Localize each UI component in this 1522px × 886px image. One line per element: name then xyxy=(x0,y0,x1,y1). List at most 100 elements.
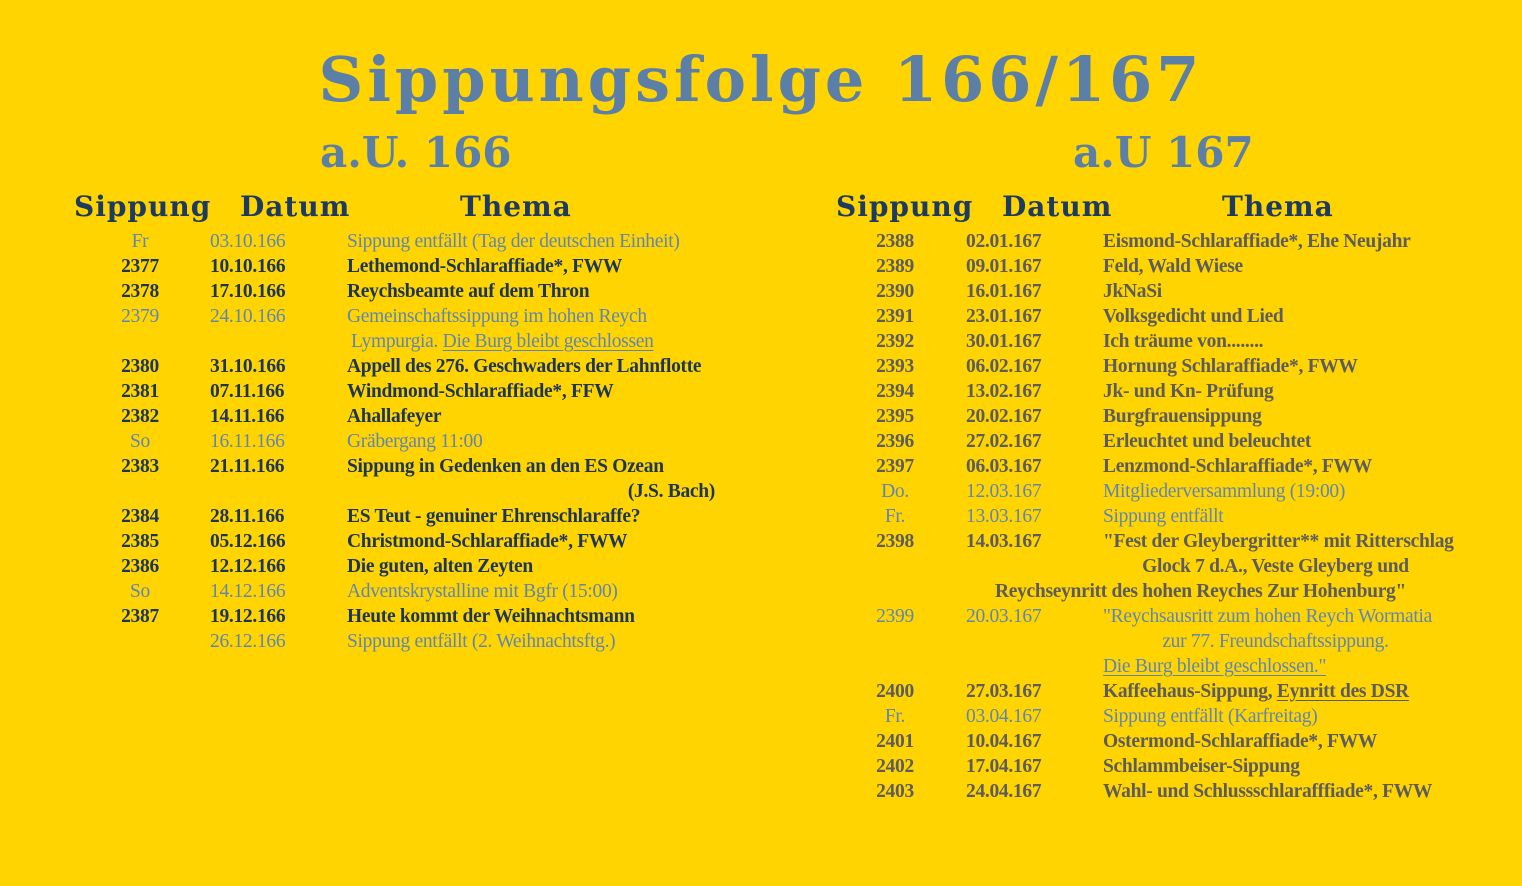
date: 14.03.167 xyxy=(966,531,1042,552)
schedule-row: Fr 03.10.166 Sippung entfällt (Tag der deu… xyxy=(0,229,1522,254)
schedule-row: Fr. 13.03.167 Sippung entfällt xyxy=(0,504,1522,529)
theme-link[interactable]: Die Burg bleibt geschlossen." xyxy=(1103,656,1327,677)
sippung-number: 2388 xyxy=(876,231,914,252)
theme: Ahallafeyer xyxy=(347,404,715,429)
date: 05.12.166 xyxy=(210,531,286,552)
date: 23.01.167 xyxy=(966,306,1042,327)
theme-link[interactable]: Die Burg bleibt geschlossen xyxy=(442,331,654,352)
year-heading: a.U. 166 xyxy=(320,128,512,177)
theme: Sippung in Gedenken an den ES Ozean xyxy=(347,454,715,479)
date: 14.11.166 xyxy=(210,406,285,427)
date: 03.04.167 xyxy=(966,706,1042,727)
sippung-number: 2378 xyxy=(121,281,159,302)
theme-text: JkNaSi xyxy=(1103,281,1162,302)
theme: Die Burg bleibt geschlossen." xyxy=(1103,654,1448,679)
theme: Volksgedicht und Lied xyxy=(1103,304,1448,329)
theme: Glock 7 d.A., Veste Gleyberg und xyxy=(1103,554,1448,579)
schedule-row: 2386 12.12.166 Die guten, alten Zeyten xyxy=(0,554,1522,579)
sippung-number: 2394 xyxy=(876,381,914,402)
date: 17.10.166 xyxy=(210,281,286,302)
theme-text: Hornung Schlaraffiade*, FWW xyxy=(1103,356,1358,377)
date: 06.02.167 xyxy=(966,356,1042,377)
theme-text: "Fest der Gleybergritter** mit Rittersch… xyxy=(1103,531,1454,552)
theme-text: Wahl- und Schlussschlarafffiade*, FWW xyxy=(1103,781,1433,802)
theme: Jk- und Kn- Prüfung xyxy=(1103,379,1448,404)
theme: Ich träume von........ xyxy=(1103,329,1448,354)
sippung-number: 2395 xyxy=(876,406,914,427)
theme: Windmond-Schlaraffiade*, FFW xyxy=(347,379,715,404)
theme: Kaffeehaus-Sippung, Eynritt des DSR xyxy=(1103,679,1448,704)
theme-text: Heute kommt der Weihnachtsmann xyxy=(347,606,635,627)
schedule-row: 2380 31.10.166 Appell des 276. Geschwaders… xyxy=(0,354,1522,379)
theme-link[interactable]: Eynritt des DSR xyxy=(1276,681,1409,702)
sippung-number: 2396 xyxy=(876,431,914,452)
page-title: Sippungsfolge 166/167 xyxy=(318,43,1204,116)
schedule-row: 2394 13.02.167 Jk- und Kn- Prüfung xyxy=(0,379,1522,404)
theme-text: Christmond-Schlaraffiade*, FWW xyxy=(347,531,628,552)
sippung-number: 2379 xyxy=(121,306,159,327)
theme-text: Gemeinschaftssippung im hohen Reych xyxy=(347,306,647,327)
header-sippung: Sippung xyxy=(74,190,212,223)
theme: Erleuchtet und beleuchtet xyxy=(1103,429,1448,454)
sippung-number: 2400 xyxy=(876,681,914,702)
schedule-row: Die Burg bleibt geschlossen." xyxy=(0,654,1522,679)
theme: Appell des 276. Geschwaders der Lahnflot… xyxy=(347,354,715,379)
date: 12.03.167 xyxy=(966,481,1042,502)
schedule-row: Glock 7 d.A., Veste Gleyberg und xyxy=(0,554,1522,579)
sippung-number: Fr. xyxy=(884,506,906,527)
sippung-number: 2402 xyxy=(876,756,914,777)
theme: Ostermond-Schlaraffiade*, FWW xyxy=(1103,729,1448,754)
schedule-row: 2378 17.10.166 Reychsbeamte auf dem Thron xyxy=(0,279,1522,304)
sippung-number: 2383 xyxy=(121,456,159,477)
schedule-166: a.U. 166 Sippung Datum Thema Fr 03.10.166… xyxy=(0,0,715,886)
schedule-row: 2395 20.02.167 Burgfrauensippung xyxy=(0,404,1522,429)
date: 03.10.166 xyxy=(210,231,286,252)
theme-text: Mitgliederversammlung (19:00) xyxy=(1103,481,1346,502)
schedule-167: a.U 167 Sippung Datum Thema 2388 02.01.16… xyxy=(0,0,1454,886)
theme-text: Ostermond-Schlaraffiade*, FWW xyxy=(1103,731,1378,752)
schedule-row: zur 77. Freundschaftssippung. xyxy=(0,629,1522,654)
header-thema: Thema xyxy=(1222,190,1334,223)
theme-text: Glock 7 d.A., Veste Gleyberg und xyxy=(1142,556,1409,577)
schedule-row: 2390 16.01.167 JkNaSi xyxy=(0,279,1522,304)
theme-text: Sippung entfällt (Karfreitag) xyxy=(1103,706,1318,727)
theme-text: Lenzmond-Schlaraffiade*, FWW xyxy=(1103,456,1372,477)
theme: Lenzmond-Schlaraffiade*, FWW xyxy=(1103,454,1448,479)
theme-text: Sippung entfällt (Tag der deutschen Einh… xyxy=(347,231,680,252)
date: 30.01.167 xyxy=(966,331,1042,352)
date: 16.01.167 xyxy=(966,281,1042,302)
theme-text: Feld, Wald Wiese xyxy=(1103,256,1243,277)
sippung-number: 2380 xyxy=(121,356,159,377)
date: 12.12.166 xyxy=(210,556,286,577)
schedule-row: 2399 20.03.167 "Reychsausritt zum hohen Re… xyxy=(0,604,1522,629)
header-thema: Thema xyxy=(460,190,572,223)
date: 16.11.166 xyxy=(210,431,285,452)
schedule-row: (J.S. Bach) xyxy=(0,479,1522,504)
schedule-row: Reychseynritt des hohen Reyches Zur Hohe… xyxy=(0,579,1522,604)
date: 27.02.167 xyxy=(966,431,1042,452)
date: 20.02.167 xyxy=(966,406,1042,427)
theme: Sippung entfällt (2. Weihnachtsftg.) xyxy=(347,629,715,654)
theme-text: Gräbergang 11:00 xyxy=(347,431,483,452)
sippung-number: 2391 xyxy=(876,306,914,327)
sippung-number: 2401 xyxy=(876,731,914,752)
theme: Lethemond-Schlaraffiade*, FWW xyxy=(347,254,715,279)
theme-text: Reychsbeamte auf dem Thron xyxy=(347,281,590,302)
theme-text: Sippung in Gedenken an den ES Ozean xyxy=(347,456,664,477)
theme: Reychsbeamte auf dem Thron xyxy=(347,279,715,304)
theme: Sippung entfällt (Karfreitag) xyxy=(1103,704,1448,729)
date: 14.12.166 xyxy=(210,581,286,602)
schedule-row: 2402 17.04.167 Schlammbeiser-Sippung xyxy=(0,754,1522,779)
date: 24.04.167 xyxy=(966,781,1042,802)
theme-text: Windmond-Schlaraffiade*, FFW xyxy=(347,381,614,402)
theme-text: Sippung entfällt xyxy=(1103,506,1224,527)
header-datum: Datum xyxy=(240,190,351,223)
sippung-number: Fr xyxy=(131,231,149,252)
theme-text: Volksgedicht und Lied xyxy=(1103,306,1284,327)
schedule-row: 2396 27.02.167 Erleuchtet und beleuchtet xyxy=(0,429,1522,454)
date: 09.01.167 xyxy=(966,256,1042,277)
theme-text: Adventskrystalline mit Bgfr (15:00) xyxy=(347,581,618,602)
theme: Wahl- und Schlussschlarafffiade*, FWW xyxy=(1103,779,1448,804)
theme-text: Erleuchtet und beleuchtet xyxy=(1103,431,1312,452)
date: 19.12.166 xyxy=(210,606,286,627)
